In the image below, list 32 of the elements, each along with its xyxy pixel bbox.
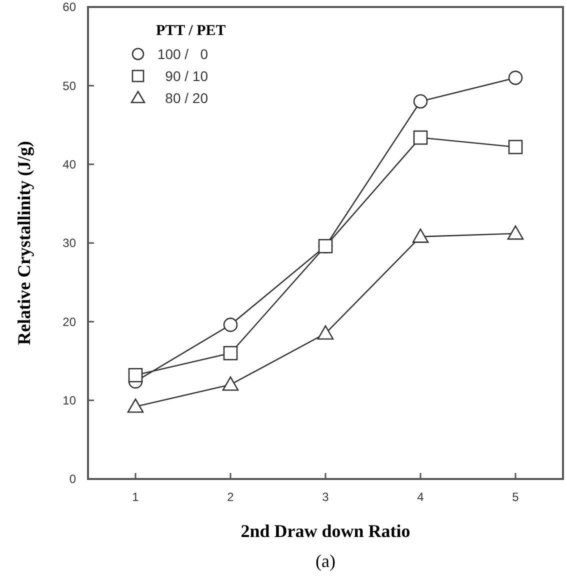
- x-tick-label: 5: [512, 490, 520, 504]
- point: [413, 130, 428, 145]
- point: [412, 228, 429, 243]
- x-axis-title: 2nd Draw down Ratio: [240, 521, 410, 541]
- x-tick-label: 1: [132, 490, 140, 504]
- legend-label: 80 / 20: [165, 90, 208, 106]
- point: [128, 368, 143, 382]
- y-tick-label: 30: [62, 236, 76, 250]
- legend-label: 90 / 10: [165, 68, 208, 84]
- x-tick-label: 4: [417, 490, 424, 504]
- point: [507, 225, 524, 240]
- text: (a): [316, 551, 336, 571]
- point: [127, 398, 144, 413]
- y-tick-label: 10: [62, 394, 76, 408]
- point: [222, 376, 239, 391]
- y-axis-title: Relative Crystallinity (J/g): [14, 141, 34, 345]
- point: [223, 346, 238, 360]
- legend-title: PTT / PET: [156, 23, 226, 39]
- point: [317, 325, 334, 340]
- y-tick-label: 60: [62, 0, 76, 14]
- y-tick-label: 20: [62, 314, 76, 329]
- point: [223, 318, 238, 332]
- point: [413, 94, 428, 109]
- point: [508, 70, 523, 85]
- x-tick-label: 3: [322, 490, 330, 504]
- point: [318, 238, 333, 254]
- y-tick-label: 50: [62, 78, 76, 93]
- y-tick-label: 0: [69, 472, 76, 486]
- legend-label: 100 / 0: [157, 46, 208, 62]
- x-tick-label: 2: [227, 490, 234, 504]
- y-tick-label: 40: [62, 158, 76, 172]
- point: [508, 140, 523, 154]
